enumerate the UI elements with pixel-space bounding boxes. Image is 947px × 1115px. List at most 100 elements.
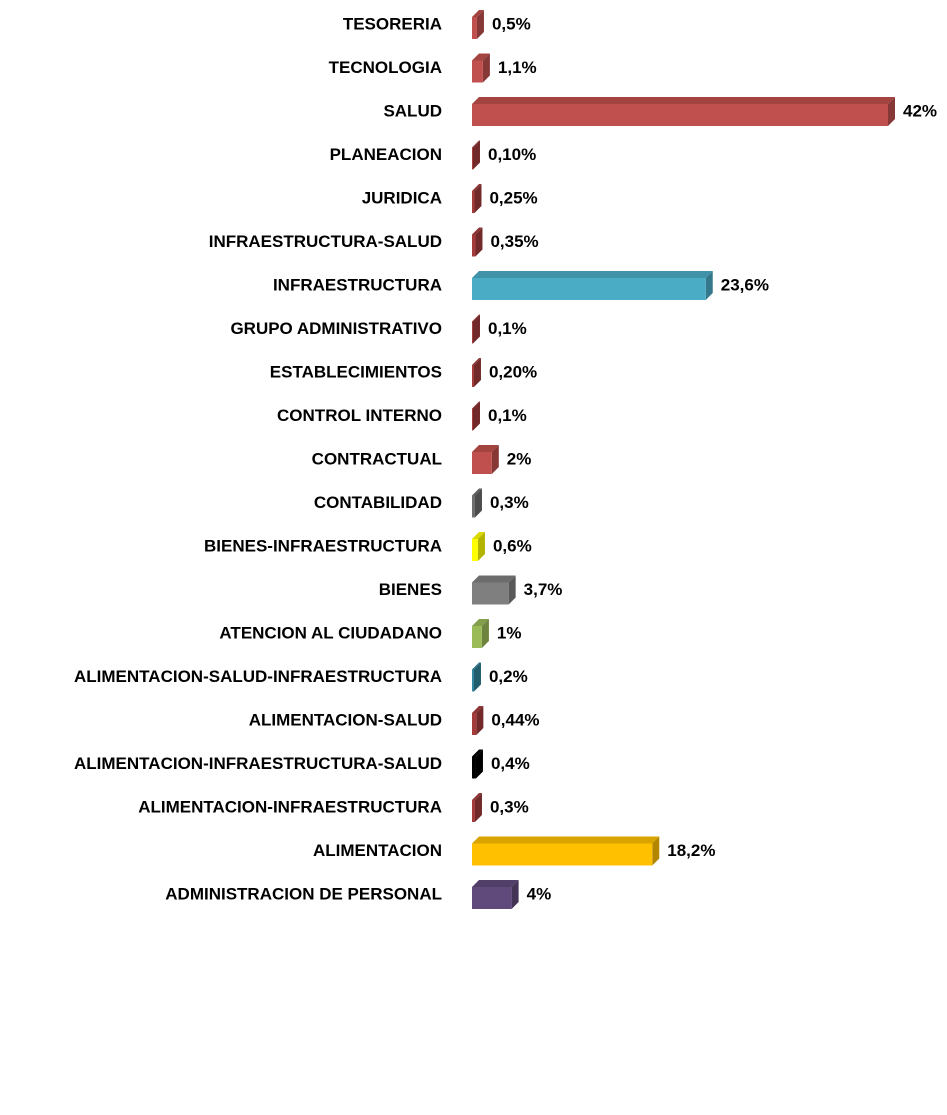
bar-top bbox=[472, 880, 519, 887]
value-label: 0,6% bbox=[493, 536, 532, 555]
value-label: 0,5% bbox=[492, 14, 531, 33]
value-label: 0,35% bbox=[490, 232, 538, 251]
value-label: 0,1% bbox=[488, 319, 527, 338]
bar bbox=[472, 60, 483, 83]
value-label: 0,3% bbox=[490, 797, 529, 816]
value-label: 3,7% bbox=[524, 580, 563, 599]
value-label: 0,4% bbox=[491, 754, 530, 773]
value-label: 1% bbox=[497, 623, 522, 642]
bar-side bbox=[474, 793, 482, 822]
bar-side bbox=[491, 445, 499, 474]
bar bbox=[472, 800, 475, 822]
value-label: 0,1% bbox=[488, 406, 527, 425]
category-label: ALIMENTACION-SALUD-INFRAESTRUCTURA bbox=[74, 667, 442, 686]
bar-top bbox=[472, 10, 484, 17]
value-label: 0,10% bbox=[488, 145, 536, 164]
bar-side bbox=[476, 706, 484, 735]
bar-side bbox=[888, 97, 895, 126]
bar-top bbox=[472, 662, 481, 670]
bar-side bbox=[482, 53, 490, 83]
bar-side bbox=[476, 10, 484, 39]
bar-side bbox=[511, 880, 519, 909]
bar bbox=[472, 365, 474, 387]
bar-top bbox=[472, 445, 499, 452]
bar bbox=[472, 495, 475, 518]
bar bbox=[472, 452, 492, 474]
bar bbox=[472, 626, 482, 648]
bar bbox=[472, 887, 512, 909]
category-label: JURIDICA bbox=[362, 188, 442, 207]
bar-side bbox=[473, 662, 481, 692]
bar-top bbox=[472, 575, 516, 583]
bar-top bbox=[472, 314, 480, 322]
bar-top bbox=[472, 358, 481, 365]
category-label: ALIMENTACION-INFRAESTRUCTURA-SALUD bbox=[74, 754, 442, 773]
category-label: INFRAESTRUCTURA-SALUD bbox=[209, 232, 442, 251]
bar bbox=[472, 278, 706, 300]
bar-side bbox=[474, 184, 482, 213]
value-label: 18,2% bbox=[667, 841, 715, 860]
bar-top bbox=[472, 53, 490, 61]
bar-top bbox=[472, 706, 484, 713]
bar bbox=[472, 539, 478, 561]
bar bbox=[472, 321, 473, 344]
category-label: ALIMENTACION-INFRAESTRUCTURA bbox=[138, 797, 442, 816]
bar-side bbox=[472, 140, 480, 170]
bar bbox=[472, 147, 473, 170]
category-label: ESTABLECIMIENTOS bbox=[270, 362, 442, 381]
value-label: 1,1% bbox=[498, 58, 537, 77]
bar-top bbox=[472, 140, 480, 148]
bar-side bbox=[475, 749, 483, 779]
bar-side bbox=[475, 227, 483, 257]
bar-side bbox=[472, 401, 480, 431]
value-label: 0,2% bbox=[489, 667, 528, 686]
category-label: BIENES bbox=[379, 580, 442, 599]
bar bbox=[472, 17, 477, 39]
value-label: 0,44% bbox=[491, 710, 539, 729]
value-label: 0,25% bbox=[489, 188, 537, 207]
bar-top bbox=[472, 97, 895, 104]
bar bbox=[472, 843, 653, 866]
category-label: TECNOLOGIA bbox=[329, 58, 442, 77]
category-label: PLANEACION bbox=[330, 145, 442, 164]
bar bbox=[472, 104, 888, 126]
bar-top bbox=[472, 532, 485, 539]
bar-top bbox=[472, 793, 482, 800]
bar bbox=[472, 408, 473, 431]
category-label: CONTRACTUAL bbox=[312, 449, 442, 468]
value-label: 0,3% bbox=[490, 493, 529, 512]
bar bbox=[472, 234, 476, 257]
bar bbox=[472, 713, 477, 735]
bar bbox=[472, 191, 475, 213]
bar-top bbox=[472, 836, 660, 844]
category-label: INFRAESTRUCTURA bbox=[273, 275, 442, 294]
bar bbox=[472, 669, 474, 692]
bar-top bbox=[472, 184, 482, 191]
bar-top bbox=[472, 488, 482, 496]
category-label: ADMINISTRACION DE PERSONAL bbox=[165, 884, 442, 903]
category-label: ATENCION AL CIUDADANO bbox=[219, 623, 442, 642]
category-label: ALIMENTACION-SALUD bbox=[249, 710, 442, 729]
category-label: BIENES-INFRAESTRUCTURA bbox=[204, 536, 442, 555]
bar-top bbox=[472, 401, 480, 409]
value-label: 23,6% bbox=[721, 275, 769, 294]
category-label: SALUD bbox=[383, 101, 442, 120]
category-label: TESORERIA bbox=[343, 14, 442, 33]
bar-top bbox=[472, 271, 713, 278]
bar-top bbox=[472, 227, 483, 235]
category-label: ALIMENTACION bbox=[313, 841, 442, 860]
bar-top bbox=[472, 749, 483, 757]
category-label: GRUPO ADMINISTRATIVO bbox=[230, 319, 442, 338]
bar-side bbox=[652, 836, 660, 866]
bar-side bbox=[508, 575, 516, 605]
bar bbox=[472, 756, 476, 779]
value-label: 0,20% bbox=[489, 362, 537, 381]
category-label: CONTABILIDAD bbox=[314, 493, 442, 512]
bar-side bbox=[705, 271, 713, 300]
bar bbox=[472, 582, 509, 605]
bar-side bbox=[481, 619, 489, 648]
bar-top bbox=[472, 619, 489, 626]
bar-side bbox=[472, 314, 480, 344]
bar-side bbox=[473, 358, 481, 387]
